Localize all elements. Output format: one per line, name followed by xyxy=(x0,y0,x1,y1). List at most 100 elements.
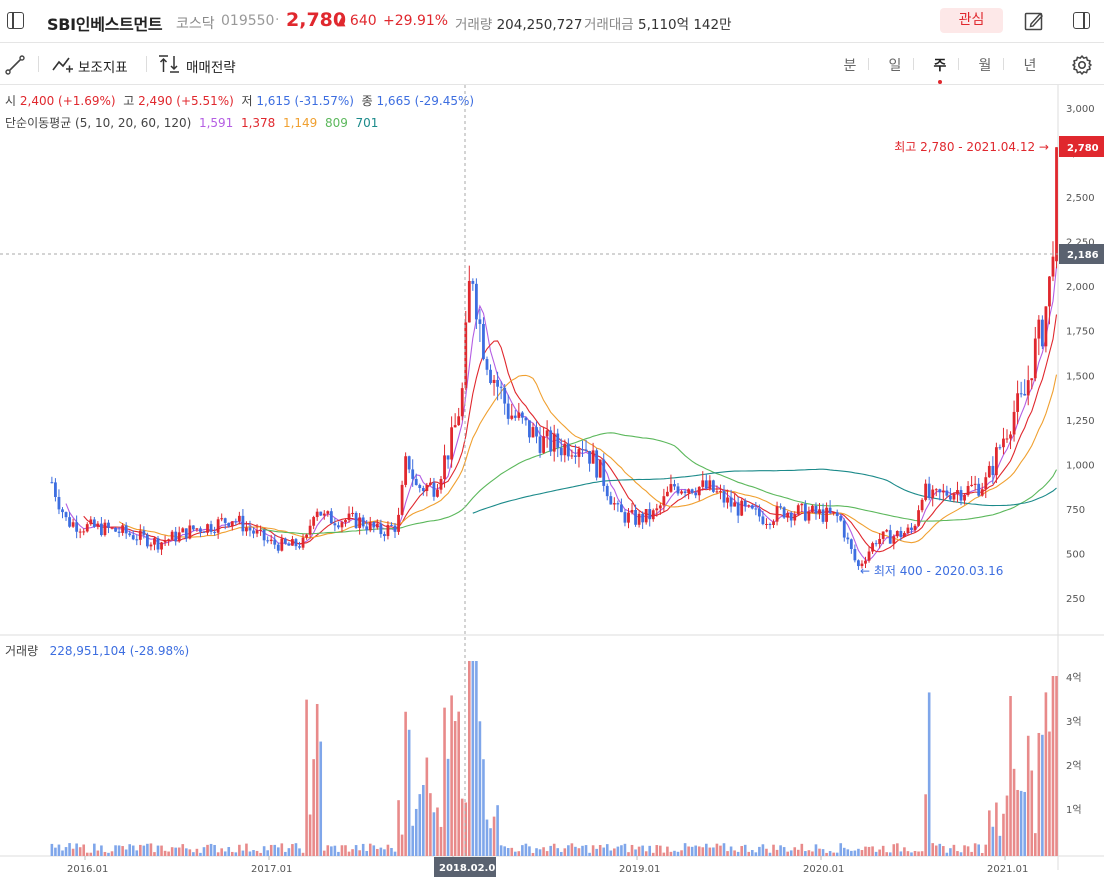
ma-line-120 xyxy=(472,468,1057,514)
volume-bar xyxy=(697,846,701,856)
candle-body xyxy=(305,534,308,538)
volume-bar xyxy=(160,845,163,856)
candle-body xyxy=(1055,147,1058,262)
candle-body xyxy=(1026,380,1030,396)
candle-body xyxy=(287,543,291,546)
volume-bar xyxy=(1030,770,1034,856)
candle-body xyxy=(1033,338,1037,379)
candle-body xyxy=(520,412,524,418)
period-tab-year[interactable]: 년 xyxy=(1023,58,1037,74)
volume-bar xyxy=(390,847,393,856)
volume-bar xyxy=(379,847,383,856)
volume-bar xyxy=(796,849,800,856)
candle-body xyxy=(765,523,768,525)
candle-body xyxy=(510,415,514,419)
volume-bar xyxy=(793,847,797,856)
candle-body xyxy=(786,512,790,518)
volume-bar xyxy=(294,843,298,856)
candle-body xyxy=(782,507,786,518)
open-label: 시 xyxy=(5,94,17,108)
candle-body xyxy=(145,534,149,547)
volume-bar xyxy=(436,807,439,856)
candle-body xyxy=(839,515,843,521)
candle-body xyxy=(772,521,775,525)
candle-body xyxy=(549,430,553,452)
volume-bar xyxy=(952,844,956,856)
high-label: 고 xyxy=(123,94,135,108)
volume-bar xyxy=(683,843,687,856)
candle-body xyxy=(308,525,312,535)
volume-bar xyxy=(772,844,775,856)
candle-body xyxy=(227,522,231,527)
candle-body xyxy=(110,527,114,529)
candle-body xyxy=(259,529,262,531)
volume-bar xyxy=(333,845,337,856)
candle-body xyxy=(924,483,928,500)
volume-bar xyxy=(602,847,606,856)
volume-bar xyxy=(789,850,793,856)
high-annotation: 최고 2,780 - 2021.04.12 → xyxy=(894,140,1049,154)
sidebar-toggle-icon[interactable] xyxy=(7,12,24,29)
edit-icon[interactable] xyxy=(1024,11,1044,31)
volume-bar xyxy=(85,852,89,856)
ohlc-legend: 시 2,400 (+1.69%) 고 2,490 (+5.51%) 저 1,61… xyxy=(5,92,474,109)
crosshair-date-tag-text: 2018.02.05 xyxy=(439,863,502,874)
candle-body xyxy=(503,387,507,404)
period-tab-minute[interactable]: 분 xyxy=(843,58,857,74)
candle-body xyxy=(832,512,836,514)
volume-bar xyxy=(881,845,885,856)
volume-bar xyxy=(966,846,970,856)
candle-body xyxy=(467,280,471,323)
ma-line-60 xyxy=(260,432,1057,535)
drawing-tool-icon[interactable] xyxy=(5,55,25,75)
volume-bar xyxy=(230,851,234,856)
candle-body xyxy=(82,531,86,533)
volume-bar xyxy=(662,852,666,856)
time-tick-label: 2019.01 xyxy=(619,864,660,875)
candle-body xyxy=(722,491,726,503)
candle-body xyxy=(729,497,733,507)
candle-body xyxy=(750,505,754,509)
candle-body xyxy=(814,505,818,514)
candle-body xyxy=(853,549,857,561)
volume-bar xyxy=(475,661,478,856)
candle-body xyxy=(439,479,443,490)
candle-body xyxy=(577,449,581,457)
price-chart[interactable]: 3,0002,7502,5002,2502,0001,7501,5001,250… xyxy=(0,85,1104,883)
candle-body xyxy=(89,519,93,525)
candle-body xyxy=(340,522,344,528)
volume-bar xyxy=(407,729,411,856)
candle-body xyxy=(135,539,139,541)
candle-body xyxy=(191,525,195,530)
candle-body xyxy=(913,525,917,531)
favorite-button[interactable]: 관심 xyxy=(940,8,1003,33)
volume-bar xyxy=(337,851,340,856)
candle-body xyxy=(867,551,871,561)
period-tab-week[interactable]: 주 xyxy=(930,55,950,84)
candle-body xyxy=(648,509,652,520)
candle-body xyxy=(1009,434,1012,439)
candle-body xyxy=(566,443,570,457)
volume-bar xyxy=(450,695,453,856)
candle-body xyxy=(871,543,874,552)
candle-body xyxy=(811,505,814,512)
period-tab-month[interactable]: 월 xyxy=(978,58,992,74)
volume-bar xyxy=(980,852,984,856)
candle-body xyxy=(878,538,882,545)
settings-gear-icon[interactable] xyxy=(1071,54,1093,76)
volume-bar xyxy=(998,835,1002,856)
candle-body xyxy=(365,526,369,531)
current-price: 2,780 xyxy=(286,9,347,31)
candle-body xyxy=(994,447,998,476)
volume-bar xyxy=(499,845,503,856)
candle-body xyxy=(337,525,340,528)
period-tab-day[interactable]: 일 xyxy=(888,58,902,74)
candle-body xyxy=(612,503,616,505)
side-panel-icon[interactable] xyxy=(1073,12,1090,29)
volume-bar xyxy=(1055,676,1058,856)
volume-bar xyxy=(821,849,825,856)
volume-bar xyxy=(736,851,740,856)
candle-body xyxy=(796,505,800,515)
volume-bar xyxy=(977,844,980,856)
candle-body xyxy=(538,436,542,453)
